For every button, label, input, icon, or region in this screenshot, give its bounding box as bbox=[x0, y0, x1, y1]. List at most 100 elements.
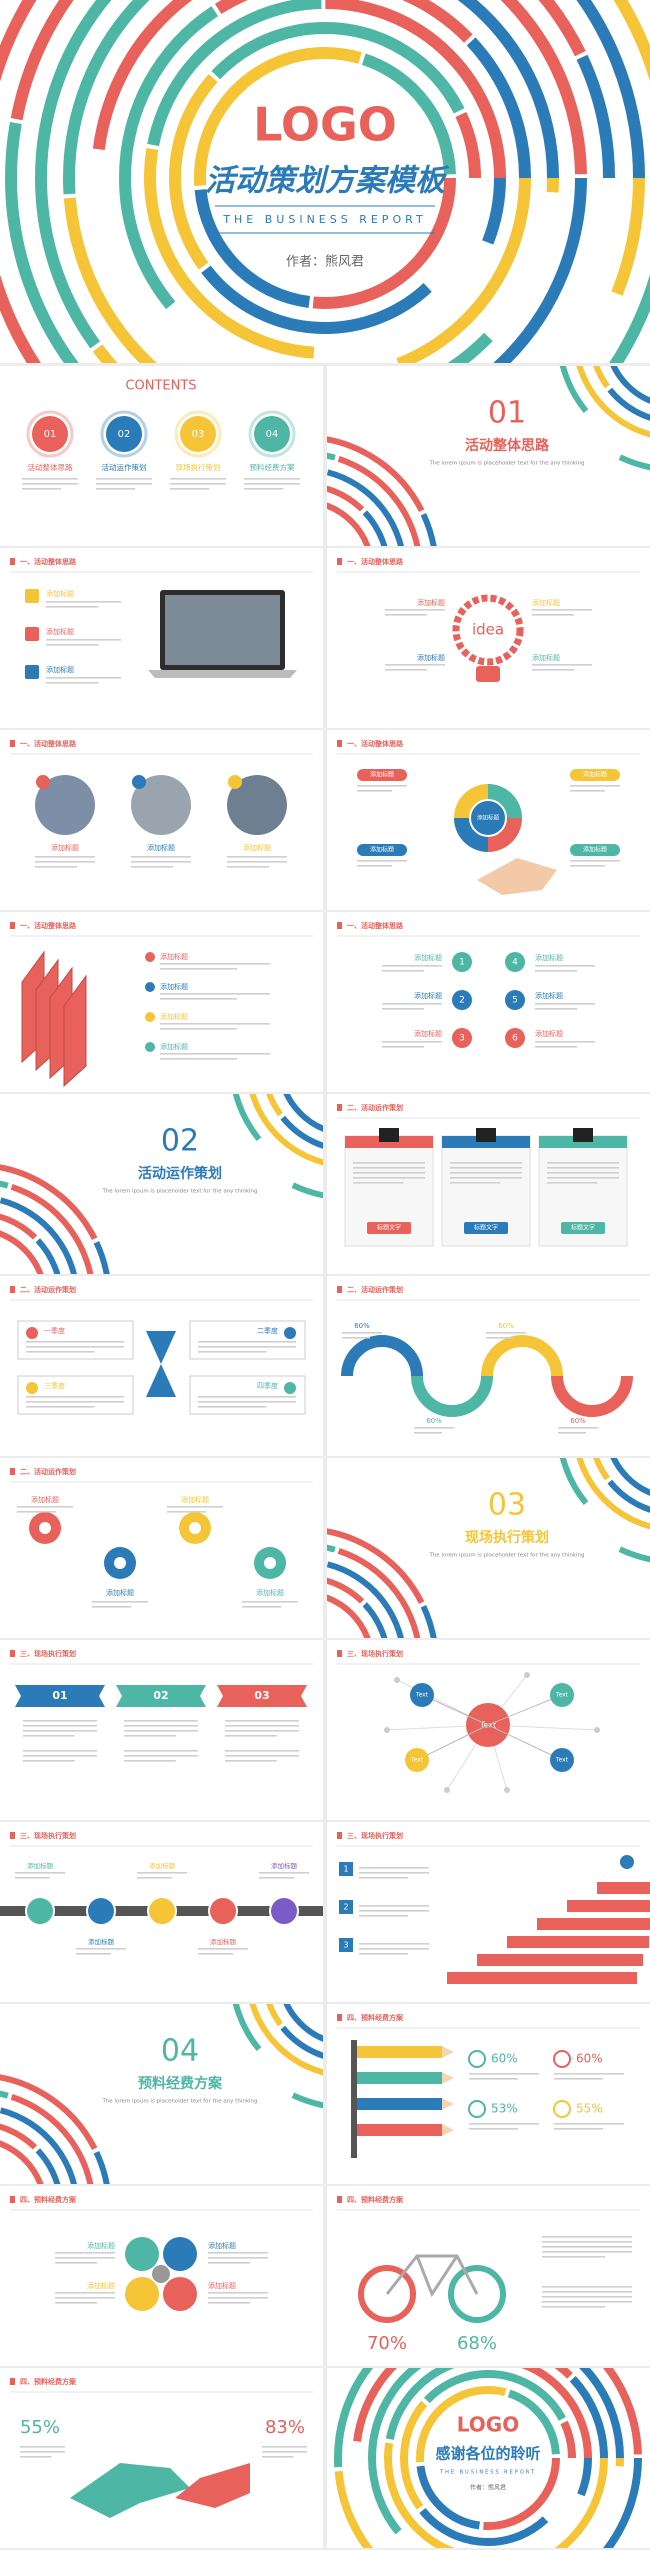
cover-logo: LOGO bbox=[253, 98, 397, 152]
figure bbox=[620, 1855, 634, 1869]
placeholder-line bbox=[35, 856, 95, 858]
placeholder-line bbox=[46, 644, 99, 646]
placeholder-line bbox=[26, 1396, 124, 1398]
label: 添加标题 bbox=[535, 953, 563, 962]
ring-arc bbox=[144, 0, 506, 359]
label: 02 bbox=[153, 1689, 168, 1702]
item-number: 04 bbox=[266, 429, 279, 440]
placeholder-line bbox=[357, 865, 392, 867]
label: 添加标题 bbox=[417, 598, 445, 607]
icon bbox=[25, 665, 39, 679]
placeholder-line bbox=[131, 861, 191, 863]
slide: 一、活动整体思路添加标题添加标题添加标题 bbox=[0, 730, 323, 910]
cover-center bbox=[209, 62, 441, 294]
ring bbox=[26, 410, 74, 458]
icon bbox=[25, 589, 39, 603]
placeholder-line bbox=[124, 1735, 176, 1737]
icon bbox=[145, 952, 155, 962]
label: 添加标题 bbox=[535, 1029, 563, 1038]
laptop-base bbox=[148, 670, 297, 678]
stair bbox=[567, 1900, 650, 1912]
label: 5 bbox=[512, 996, 518, 1006]
ring-arc bbox=[35, 0, 615, 363]
placeholder-line bbox=[262, 2451, 307, 2453]
placeholder-line bbox=[23, 1760, 75, 1762]
slide: LOGO 感谢各位的聆听 THE BUSINESS REPORT 作者：熊风君 bbox=[327, 2368, 650, 2548]
pencil bbox=[357, 2072, 442, 2084]
icon bbox=[26, 1327, 38, 1339]
bulb-text: idea bbox=[472, 621, 504, 639]
ring-arc bbox=[400, 2370, 576, 2546]
box bbox=[189, 1320, 306, 1360]
clip bbox=[573, 1128, 593, 1142]
label: 添加标题 bbox=[160, 982, 188, 991]
dot bbox=[394, 1677, 400, 1683]
ring-arc bbox=[368, 2368, 608, 2548]
placeholder-line bbox=[262, 2446, 307, 2448]
placeholder-line bbox=[208, 2297, 268, 2299]
label: 01 bbox=[52, 1689, 67, 1702]
number-badge bbox=[505, 1028, 525, 1048]
circle-inner bbox=[189, 1522, 201, 1534]
placeholder-line bbox=[542, 2256, 605, 2258]
placeholder-line bbox=[385, 664, 445, 666]
placeholder-line bbox=[542, 2286, 632, 2288]
placeholder-line bbox=[198, 1953, 233, 1955]
placeholder-line bbox=[198, 1396, 296, 1398]
label: 添加标题 bbox=[256, 1588, 284, 1597]
placeholder-line bbox=[46, 677, 121, 679]
slide-header: 一、活动整体思路 bbox=[347, 739, 404, 748]
cover-slide: LOGO 活动策划方案模板 THE BUSINESS REPORT 作者：熊风君 bbox=[0, 0, 650, 363]
placeholder-line bbox=[342, 1337, 370, 1339]
ring-arc bbox=[169, 22, 481, 334]
frame bbox=[385, 2254, 479, 2298]
placeholder-line bbox=[124, 1755, 198, 1757]
placeholder-line bbox=[535, 1008, 577, 1010]
ring-arc bbox=[119, 0, 531, 363]
placeholder-line bbox=[469, 2123, 539, 2125]
slide: 三、现场执行策划 01 02 03 bbox=[0, 1640, 323, 1820]
placeholder-line bbox=[124, 1725, 198, 1727]
placeholder-line bbox=[167, 1506, 223, 1508]
placeholder-line bbox=[486, 1332, 526, 1334]
slide: CONTENTS 01 活动整体思路 02 活动运作策划 03 现场执行策划 04 预料经费方案 bbox=[0, 366, 323, 546]
header-mark bbox=[337, 2014, 342, 2021]
slide: 03 现场执行策划 The lorem ipsum is placeholder t… bbox=[327, 1458, 650, 1638]
placeholder-line bbox=[570, 860, 620, 862]
placeholder-line bbox=[244, 478, 300, 480]
placeholder-line bbox=[46, 601, 121, 603]
ring-arc bbox=[416, 2386, 560, 2530]
cover-title: 活动策划方案模板 bbox=[205, 164, 450, 199]
label: Text bbox=[555, 1692, 569, 1699]
placeholder-line bbox=[532, 609, 592, 611]
label: 添加标题 bbox=[46, 627, 74, 636]
label: 70% bbox=[367, 2333, 407, 2354]
placeholder-line bbox=[262, 2456, 294, 2458]
placeholder-line bbox=[353, 1177, 425, 1179]
placeholder-line bbox=[23, 1725, 97, 1727]
slide-header: 三、现场执行策划 bbox=[20, 1831, 76, 1840]
bar-3d bbox=[63, 974, 87, 1088]
placeholder-line bbox=[198, 1401, 296, 1403]
link bbox=[416, 1724, 489, 1761]
placeholder-line bbox=[208, 2257, 268, 2259]
badge bbox=[180, 416, 216, 452]
placeholder-line bbox=[26, 1401, 124, 1403]
placeholder-line bbox=[382, 970, 424, 972]
placeholder-line bbox=[23, 1750, 97, 1752]
label: Text bbox=[415, 1692, 429, 1699]
placeholder-line bbox=[170, 478, 226, 480]
placeholder-line bbox=[342, 1332, 382, 1334]
label: 作者：熊风君 bbox=[470, 2484, 506, 2492]
placeholder-line bbox=[359, 1943, 429, 1945]
laptop-display bbox=[165, 595, 280, 665]
placeholder-line bbox=[160, 1028, 237, 1030]
label: 添加标题 bbox=[532, 598, 560, 607]
placeholder-line bbox=[357, 790, 392, 792]
placeholder-line bbox=[542, 2241, 632, 2243]
label: 1 bbox=[343, 1865, 348, 1874]
